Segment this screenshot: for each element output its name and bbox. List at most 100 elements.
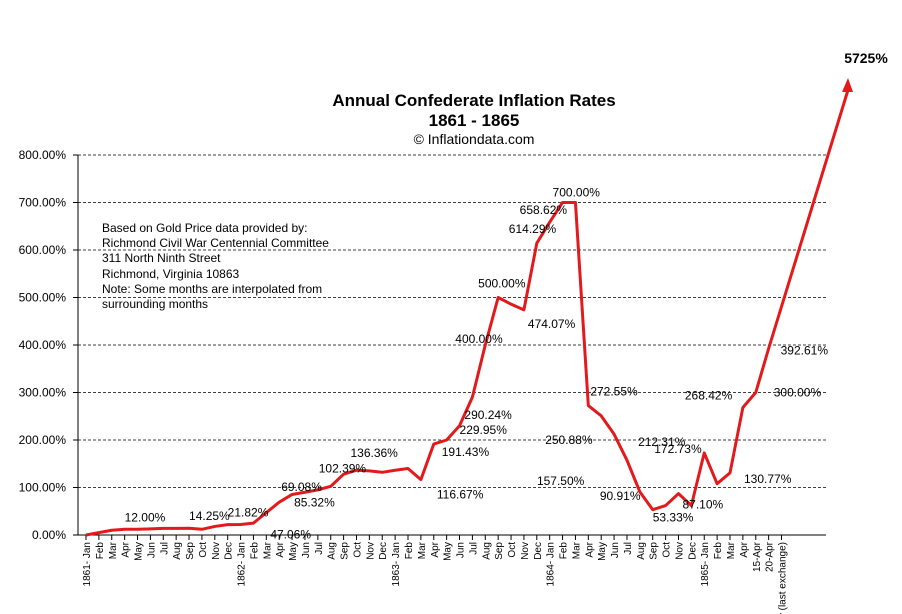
y-tick-label: 600.00%	[19, 243, 67, 257]
data-label: 474.07%	[528, 317, 576, 331]
x-tick-label: 1861- Jan	[82, 542, 93, 586]
callout-5725: 5725%	[844, 50, 888, 66]
x-tick-label: Jun	[146, 542, 157, 558]
x-tick-label: Aug	[327, 542, 338, 560]
note-line: Richmond Civil War Centennial Committee	[102, 236, 329, 250]
chart-copyright: © Inflationdata.com	[414, 131, 535, 147]
note-line: Richmond, Virginia 10863	[102, 267, 240, 281]
x-tick-label: Apr	[430, 541, 441, 557]
y-tick-label: 0.00%	[32, 528, 66, 542]
x-tick-label: May	[443, 542, 454, 561]
x-tick-label: Sep	[340, 542, 351, 560]
x-axis-ticks: 1861- Jan Feb Mar Apr May Jun Jul Aug Sep Oct Nov D…	[82, 535, 789, 614]
x-tick-label: Feb	[559, 542, 570, 560]
x-tick-label: Jun	[456, 542, 467, 558]
x-tick-label: Mar	[108, 541, 119, 559]
x-tick-label: Aug	[481, 542, 492, 560]
x-tick-label: Feb	[404, 542, 415, 560]
data-label: 392.61%	[781, 344, 829, 358]
x-tick-label: Sep	[494, 542, 505, 560]
x-tick-label: Apr	[275, 541, 286, 557]
x-tick-label: Jul	[468, 542, 479, 555]
x-tick-label: Jul	[314, 542, 325, 555]
x-tick-label: Dec	[533, 542, 544, 560]
x-tick-label: Jun	[610, 542, 621, 558]
x-tick-label: May	[288, 542, 299, 561]
x-tick-label: Sep	[185, 542, 196, 560]
data-label: 212.31%	[638, 435, 686, 449]
note-line: Based on Gold Price data provided by:	[102, 221, 307, 235]
y-tick-label: 700.00%	[19, 196, 67, 210]
note-line: Note: Some months are interpolated from	[102, 282, 322, 296]
note-line: 311 North Ninth Street	[102, 251, 221, 265]
data-label: 53.33%	[653, 511, 694, 525]
data-label: 700.00%	[553, 186, 601, 200]
data-label: 290.24%	[464, 408, 512, 422]
data-label: 102.39%	[319, 461, 367, 475]
data-label: 90.91%	[600, 489, 641, 503]
data-label: 250.88%	[545, 433, 593, 447]
x-tick-label: Jul	[159, 542, 170, 555]
y-tick-label: 300.00%	[19, 386, 67, 400]
x-tick-label: Mar	[726, 541, 737, 559]
data-label: 172.73%	[654, 442, 702, 456]
y-axis-ticks: 0.00% 100.00% 200.00% 300.00% 400.00% 500.00%…	[19, 148, 78, 542]
data-label: 47.06%	[270, 528, 311, 542]
x-tick-label: 1863- Jan	[391, 542, 402, 586]
data-label: 500.00%	[478, 277, 526, 291]
x-tick-label: Jul	[623, 542, 634, 555]
y-tick-label: 500.00%	[19, 291, 67, 305]
data-label: 21.82%	[228, 506, 269, 520]
x-tick-label: 15-Apr	[752, 541, 763, 572]
x-tick-label: Apr	[584, 541, 595, 557]
x-tick-label: Jun	[301, 542, 312, 558]
arrow-head-icon	[842, 78, 853, 92]
data-labels: 12.00% 14.25%21.82%47.06% 69.08%85.32% 102.…	[125, 186, 829, 542]
x-tick-label: May	[134, 542, 145, 561]
x-tick-label: 1862- Jan	[237, 542, 248, 586]
x-tick-label: Sep	[649, 542, 660, 560]
data-label: 136.36%	[350, 446, 398, 460]
y-tick-label: 200.00%	[19, 433, 67, 447]
data-label: 400.00%	[455, 332, 503, 346]
data-label: 268.42%	[685, 389, 733, 403]
data-label: 14.25%	[189, 509, 230, 523]
x-tick-label: 20-Apr	[765, 541, 776, 572]
data-label: 229.95%	[460, 423, 508, 437]
x-tick-label: Apr	[121, 541, 132, 557]
x-tick-label: Feb	[95, 542, 106, 560]
x-tick-label: Oct	[198, 542, 209, 558]
x-tick-label: Nov	[211, 542, 222, 560]
data-label: 300.00%	[774, 386, 822, 400]
chart-title: Annual Confederate Inflation Rates	[332, 91, 615, 110]
x-tick-label: Oct	[662, 542, 673, 558]
x-tick-label: 1864- Jan	[546, 542, 557, 586]
data-label: 69.08%	[281, 480, 322, 494]
x-tick-label: Feb	[249, 542, 260, 560]
data-label: 116.67%	[437, 488, 484, 502]
y-tick-label: 400.00%	[19, 338, 67, 352]
x-tick-label: Nov	[674, 542, 685, 560]
data-label: 87.10%	[682, 498, 723, 512]
inflation-series-line	[85, 89, 850, 537]
gridlines	[78, 154, 826, 488]
data-label: 272.55%	[590, 385, 638, 399]
x-tick-label: Dec	[687, 542, 698, 560]
data-label: 191.43%	[442, 445, 490, 459]
y-tick-label: 100.00%	[19, 481, 67, 495]
x-tick-label: Mar	[262, 541, 273, 559]
data-label: 85.32%	[294, 495, 335, 509]
x-tick-label: Oct	[352, 542, 363, 558]
data-label: 12.00%	[125, 510, 166, 524]
x-tick-label: Apr	[739, 541, 750, 557]
data-label: 614.29%	[509, 222, 557, 236]
x-tick-label: May	[597, 542, 608, 561]
x-tick-label: Nov	[365, 542, 376, 560]
x-tick-label: Dec	[224, 542, 235, 560]
x-tick-label: Dec	[378, 542, 389, 560]
source-note: Based on Gold Price data provided by: Ri…	[102, 221, 329, 311]
x-tick-label: Mar	[417, 541, 428, 559]
y-tick-label: 800.00%	[19, 148, 67, 162]
x-tick-label: 1865- Jan	[700, 542, 711, 586]
